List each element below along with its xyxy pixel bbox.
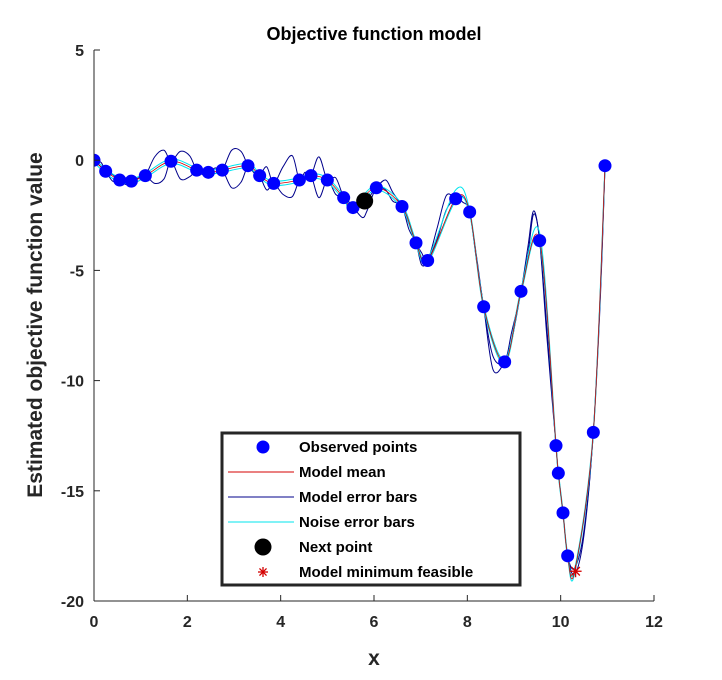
observed-point — [463, 205, 477, 219]
observed-point — [421, 253, 435, 267]
legend-box — [220, 431, 522, 587]
x-tick-label: 6 — [370, 614, 379, 631]
observed-point — [549, 439, 563, 453]
y-axis-label: Estimated objective function value — [24, 152, 47, 497]
observed-point — [551, 466, 565, 480]
legend-entry: Model error bars — [228, 489, 417, 506]
x-tick-label: 2 — [183, 614, 192, 631]
x-tick-label: 8 — [463, 614, 472, 631]
y-tick-label: 5 — [75, 43, 84, 60]
plot-area — [94, 148, 612, 582]
legend-label: Model error bars — [299, 489, 417, 506]
legend-next-point-symbol — [254, 538, 272, 556]
legend-label: Next point — [299, 539, 372, 556]
observed-point — [267, 176, 281, 190]
asterisk-stroke — [259, 568, 267, 576]
legend-entry: Noise error bars — [228, 514, 415, 531]
y-tick-label: -20 — [61, 594, 84, 611]
observed-point — [320, 173, 334, 187]
observed-point — [241, 159, 255, 173]
observed-point — [138, 169, 152, 183]
legend-entry: Observed points — [256, 439, 417, 456]
observed-point — [477, 300, 491, 314]
y-tick-label: -5 — [70, 263, 84, 280]
legend-model-minimum-symbol — [258, 567, 268, 577]
y-tick-label: 0 — [75, 153, 84, 170]
observed-point — [253, 169, 267, 183]
observed-point — [113, 173, 127, 187]
legend-entry: Next point — [254, 538, 372, 556]
axes: 0 2 4 6 8 10 12 5 0 -5 -10 -15 -20 — [61, 43, 663, 631]
model-minimum-marker — [569, 565, 582, 578]
legend-label: Observed points — [299, 439, 417, 456]
observed-point — [190, 163, 204, 177]
x-tick-label: 0 — [90, 614, 99, 631]
observed-point — [124, 174, 138, 188]
observed-point — [533, 234, 547, 248]
legend-observed-symbol — [256, 440, 270, 454]
observed-point — [409, 236, 423, 250]
x-tick-label: 10 — [552, 614, 570, 631]
x-tick-label: 4 — [276, 614, 285, 631]
legend-entry: Model minimum feasible — [258, 564, 473, 581]
observed-point — [514, 284, 528, 298]
y-tick-label: -15 — [61, 484, 84, 501]
legend-label: Model minimum feasible — [299, 564, 473, 581]
observed-point — [346, 201, 360, 215]
observed-point — [498, 355, 512, 369]
x-tick-label: 12 — [645, 614, 663, 631]
observed-point — [337, 191, 351, 205]
legend-entry: Model mean — [228, 464, 386, 481]
observed-point — [556, 506, 570, 520]
observed-point — [292, 173, 306, 187]
observed-point — [201, 165, 215, 179]
plot-series-group — [94, 148, 612, 582]
x-axis-label: x — [368, 647, 380, 670]
observed-point — [215, 163, 229, 177]
observed-point — [369, 181, 383, 195]
legend: Observed points Model mean Model error bar… — [220, 431, 522, 587]
legend-label: Model mean — [299, 464, 386, 481]
observed-point — [586, 425, 600, 439]
legend-label: Noise error bars — [299, 514, 415, 531]
next-point-marker — [356, 192, 374, 210]
observed-point — [395, 199, 409, 213]
observed-point — [304, 169, 318, 183]
observed-point — [449, 192, 463, 206]
observed-point — [561, 549, 575, 563]
y-tick-label: -10 — [61, 374, 84, 391]
observed-point — [164, 154, 178, 168]
asterisk-stroke — [570, 566, 581, 576]
observed-point — [598, 159, 612, 173]
chart-title: Objective function model — [266, 24, 481, 44]
observed-point — [99, 164, 113, 178]
